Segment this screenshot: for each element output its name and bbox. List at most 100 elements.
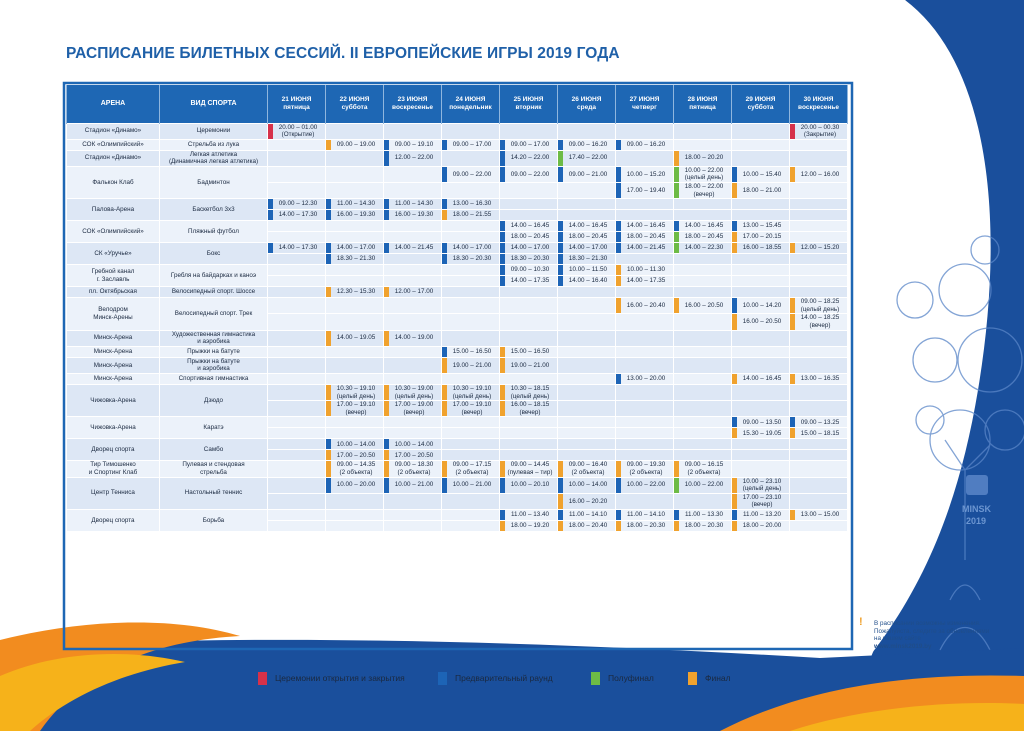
session-cell: 17.00 – 19.00 (вечер) xyxy=(383,400,442,418)
empty-cell xyxy=(267,427,326,440)
session-cell: 18.30 – 21.30 xyxy=(557,253,616,266)
empty-cell xyxy=(731,329,790,347)
day-date: 23 ИЮНЯ xyxy=(397,95,428,103)
empty-cell xyxy=(441,220,500,233)
table-row: Минск-Арена Спортивная гимнастика 13.00 – … xyxy=(66,373,848,385)
empty-cell xyxy=(499,297,558,315)
empty-cell xyxy=(557,449,616,462)
table-row: Центр Тенниса Настольный теннис 10.00 – 20… xyxy=(66,476,848,510)
session-cell: 10.00 – 11.50 xyxy=(557,264,616,277)
session-cell: 16.00 – 19.30 xyxy=(383,209,442,222)
session-cell: 11.00 – 14.10 xyxy=(557,508,616,521)
session-cell: 10.00 – 14.20 xyxy=(731,297,790,315)
empty-cell xyxy=(615,329,674,347)
empty-cell xyxy=(325,122,384,140)
empty-cell xyxy=(557,198,616,211)
empty-cell xyxy=(731,198,790,211)
session-cell: 18.00 – 22.00 (вечер) xyxy=(673,182,732,200)
session-cell: 17.00 – 20.50 xyxy=(325,449,384,462)
session-cell: 18.00 – 20.45 xyxy=(557,231,616,244)
arena-cell: Минск-Арена xyxy=(66,373,160,385)
svg-text:MINSK: MINSK xyxy=(962,504,992,514)
empty-cell xyxy=(789,476,848,494)
arena-cell: Минск-Арена xyxy=(66,345,160,358)
empty-cell xyxy=(557,373,616,385)
session-cell: 12.00 – 22.00 xyxy=(383,149,442,167)
session-cell: 10.00 – 23.10 (целый день) xyxy=(731,476,790,494)
session-cell: 09.00 – 14.35 (2 объекта) xyxy=(325,460,384,478)
column-header-day: 28 ИЮНЯ пятница xyxy=(673,85,732,123)
empty-cell xyxy=(731,149,790,167)
session-cell: 15.00 – 16.50 xyxy=(499,345,558,358)
session-cell: 19.00 – 21.00 xyxy=(441,356,500,375)
empty-cell xyxy=(789,492,848,510)
empty-cell xyxy=(325,345,384,358)
session-cell: 17.00 – 20.15 xyxy=(731,231,790,244)
empty-cell xyxy=(731,138,790,151)
empty-cell xyxy=(731,275,790,288)
arena-cell: Тир Тимошенко и Спортинг Клаб xyxy=(66,460,160,478)
session-cell: 10.30 – 19.00 (целый день) xyxy=(383,383,442,402)
session-cell: 15.30 – 19.05 xyxy=(731,427,790,440)
sport-cell: Велосипедный спорт. Шоссе xyxy=(159,286,268,299)
empty-cell xyxy=(557,400,616,418)
column-header-arena: АРЕНА xyxy=(66,85,160,123)
empty-cell xyxy=(441,519,500,532)
empty-cell xyxy=(383,492,442,510)
session-cell: 09.00 – 18.25 (целый день) xyxy=(789,297,848,315)
empty-cell xyxy=(731,400,790,418)
page-title: РАСПИСАНИЕ БИЛЕТНЫХ СЕССИЙ. II ЕВРОПЕЙСК… xyxy=(66,45,620,62)
empty-cell xyxy=(557,122,616,140)
empty-cell xyxy=(267,182,326,200)
empty-cell xyxy=(731,209,790,222)
session-cell: 18.00 – 21.00 xyxy=(731,182,790,200)
empty-cell xyxy=(267,383,326,402)
legend-label-preliminary: Предварительный раунд xyxy=(455,672,553,683)
empty-cell xyxy=(267,345,326,358)
empty-cell xyxy=(267,313,326,331)
session-cell: 18.30 – 20.30 xyxy=(441,253,500,266)
session-cell: 13.00 – 16.35 xyxy=(789,373,848,385)
session-cell: 14.00 – 16.45 xyxy=(615,220,674,233)
empty-cell xyxy=(267,508,326,521)
empty-cell xyxy=(615,356,674,375)
arena-cell: Стадион «Динамо» xyxy=(66,149,160,167)
day-weekday: воскресенье xyxy=(392,103,433,111)
table-row: Велодром Минск-Арены Велосипедный спорт. … xyxy=(66,297,848,331)
empty-cell xyxy=(383,373,442,385)
empty-cell xyxy=(441,231,500,244)
table-row: Гребной канал г. Заславль Гребля на байда… xyxy=(66,264,848,288)
note-text: В расписании возможны изменения. Пожалуй… xyxy=(874,620,990,643)
empty-cell xyxy=(557,329,616,347)
sport-cell: Стрельба из лука xyxy=(159,138,268,151)
bottom-right-yellow-swoosh xyxy=(790,703,1024,731)
session-cell: 14.00 – 17.35 xyxy=(499,275,558,288)
arena-cell: Стадион «Динамо» xyxy=(66,122,160,140)
session-cell: 17.40 – 22.00 xyxy=(557,149,616,167)
empty-cell xyxy=(499,329,558,347)
session-cell: 09.00 – 17.00 xyxy=(499,138,558,151)
empty-cell xyxy=(325,264,384,277)
table-row: Минск-Арена Прыжки на батуте 15.00 – 16.50… xyxy=(66,345,848,358)
empty-cell xyxy=(731,356,790,375)
sport-cell: Бадминтон xyxy=(159,165,268,200)
arena-cell: Гребной канал г. Заславль xyxy=(66,264,160,288)
session-cell: 14.00 – 16.45 xyxy=(499,220,558,233)
session-cell: 13.00 – 15.00 xyxy=(789,508,848,521)
session-cell: 09.00 – 18.30 (2 объекта) xyxy=(383,460,442,478)
empty-cell xyxy=(673,209,732,222)
empty-cell xyxy=(499,438,558,451)
day-date: 26 ИЮНЯ xyxy=(571,95,602,103)
table-row: 14.00 – 17.30 16.00 – 19.30 16.00 – 19.30 1… xyxy=(67,209,848,222)
sport-cell: Дзюдо xyxy=(159,383,268,418)
empty-cell xyxy=(383,264,442,277)
site-link[interactable]: www.minsk2019.by xyxy=(874,642,932,650)
empty-cell xyxy=(789,264,848,277)
empty-cell xyxy=(267,275,326,288)
table-row: 17.00 – 19.40 18.00 – 22.00 (вечер) 18.00 … xyxy=(67,182,848,200)
day-date: 24 ИЮНЯ xyxy=(455,95,486,103)
column-header-day: 24 ИЮНЯ понедельник xyxy=(441,85,500,123)
empty-cell xyxy=(499,313,558,331)
session-cell: 16.00 – 20.50 xyxy=(731,313,790,331)
session-cell: 18.30 – 21.30 xyxy=(325,253,384,266)
